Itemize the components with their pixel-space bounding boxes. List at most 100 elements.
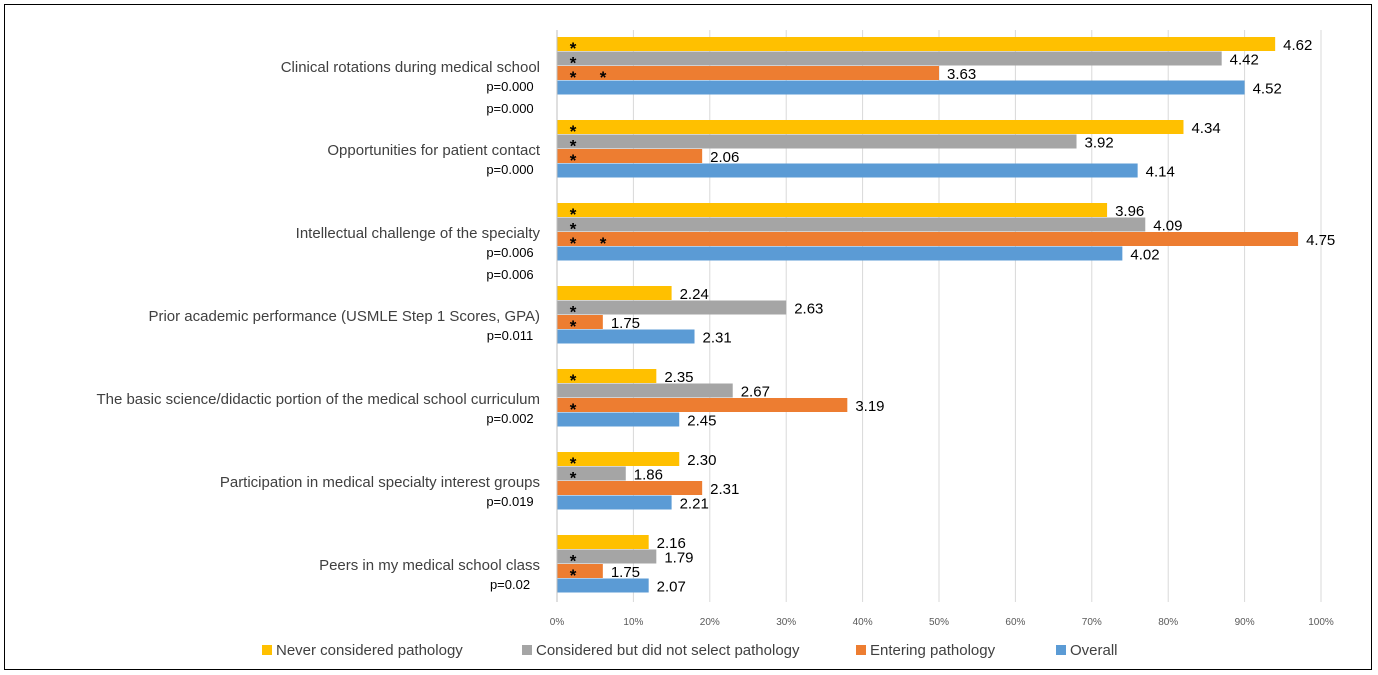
bar-value-label: 3.96 [1115, 203, 1144, 220]
bar-value-label: 2.24 [680, 286, 709, 303]
legend-swatch [262, 645, 272, 655]
bar [557, 578, 649, 593]
legend-swatch [522, 645, 532, 655]
x-tick-label: 100% [1308, 617, 1334, 628]
category-label: Intellectual challenge of the specialty [296, 225, 541, 242]
bar [557, 466, 626, 481]
p-value-label: p=0.000 [486, 79, 533, 94]
legend-label: Never considered pathology [276, 642, 463, 659]
bar-value-label: 4.52 [1253, 81, 1282, 98]
significance-star: * [570, 39, 577, 58]
significance-star: * [570, 220, 577, 239]
bar-value-label: 4.62 [1283, 37, 1312, 54]
bar [557, 329, 695, 344]
x-tick-label: 30% [776, 617, 796, 628]
x-tick-label: 0% [550, 617, 565, 628]
bar [557, 37, 1276, 51]
category-label: Participation in medical specialty inter… [220, 474, 540, 491]
bar [557, 232, 1299, 246]
bar [557, 535, 649, 549]
bar-value-label: 2.06 [710, 149, 739, 166]
significance-star: * [570, 151, 577, 170]
bar [557, 163, 1138, 178]
bar-value-label: 3.63 [947, 66, 976, 83]
x-tick-label: 80% [1158, 617, 1178, 628]
p-value-label: p=0.019 [486, 494, 533, 509]
bar-value-label: 4.34 [1191, 120, 1220, 137]
significance-star: * [570, 68, 577, 87]
bar [557, 134, 1077, 149]
bar [557, 217, 1146, 232]
x-tick-label: 70% [1082, 617, 1102, 628]
p-value-label: p=0.006 [486, 245, 533, 260]
p-value-label: p=0.011 [487, 328, 533, 343]
bar-value-label: 2.35 [664, 369, 693, 386]
x-tick-label: 50% [929, 617, 949, 628]
bar [557, 398, 848, 412]
p-value-label: p=0.02 [490, 577, 530, 592]
bar-value-label: 4.42 [1230, 52, 1259, 69]
significance-star: * [570, 122, 577, 141]
bar-value-label: 2.07 [657, 579, 686, 596]
bar-value-label: 3.92 [1085, 135, 1114, 152]
significance-star: * [570, 566, 577, 585]
bar-value-label: 1.79 [664, 550, 693, 567]
bar-value-label: 1.75 [611, 564, 640, 581]
bar-value-label: 2.30 [687, 452, 716, 469]
p-value-label: p=0.000 [486, 101, 533, 116]
significance-star: * [570, 303, 577, 322]
bar-value-label: 2.21 [680, 496, 709, 513]
category-label: Opportunities for patient contact [327, 142, 540, 159]
significance-star: * [570, 54, 577, 73]
bar [557, 51, 1222, 66]
bar-value-label: 4.02 [1130, 247, 1159, 264]
category-label: Peers in my medical school class [319, 557, 540, 574]
bar-value-label: 1.86 [634, 467, 663, 484]
legend-label: Considered but did not select pathology [536, 642, 800, 659]
bar [557, 315, 603, 329]
significance-star: * [570, 234, 577, 253]
bar [557, 120, 1184, 134]
significance-star: * [570, 317, 577, 336]
legend-swatch [1056, 645, 1066, 655]
bar-value-label: 4.09 [1153, 218, 1182, 235]
bar [557, 300, 787, 315]
significance-star: * [570, 137, 577, 156]
significance-star: * [570, 552, 577, 571]
legend-label: Overall [1070, 642, 1118, 659]
bar-value-label: 2.45 [687, 413, 716, 430]
legend-label: Entering pathology [870, 642, 996, 659]
significance-star: * [600, 68, 607, 87]
bar [557, 203, 1108, 217]
bar-value-label: 4.75 [1306, 232, 1335, 249]
bar [557, 286, 672, 300]
category-label: Prior academic performance (USMLE Step 1… [148, 308, 540, 325]
bar [557, 564, 603, 578]
x-tick-label: 40% [853, 617, 873, 628]
bar [557, 549, 657, 564]
bar [557, 452, 680, 466]
legend-swatch [856, 645, 866, 655]
x-tick-label: 10% [623, 617, 643, 628]
bar-value-label: 2.63 [794, 301, 823, 318]
bar-value-label: 1.75 [611, 315, 640, 332]
bar [557, 149, 703, 163]
bar-value-label: 3.19 [855, 398, 884, 415]
significance-star: * [570, 400, 577, 419]
bar-value-label: 2.31 [703, 330, 732, 347]
p-value-label: p=0.006 [486, 267, 533, 282]
significance-star: * [570, 371, 577, 390]
p-value-label: p=0.000 [486, 162, 533, 177]
x-tick-label: 90% [1235, 617, 1255, 628]
p-value-label: p=0.002 [486, 411, 533, 426]
bar [557, 80, 1245, 95]
x-tick-label: 60% [1005, 617, 1025, 628]
bar [557, 383, 733, 398]
bar-value-label: 2.67 [741, 384, 770, 401]
significance-star: * [600, 234, 607, 253]
bar [557, 246, 1123, 261]
bar [557, 369, 657, 383]
significance-star: * [570, 469, 577, 488]
significance-star: * [570, 205, 577, 224]
